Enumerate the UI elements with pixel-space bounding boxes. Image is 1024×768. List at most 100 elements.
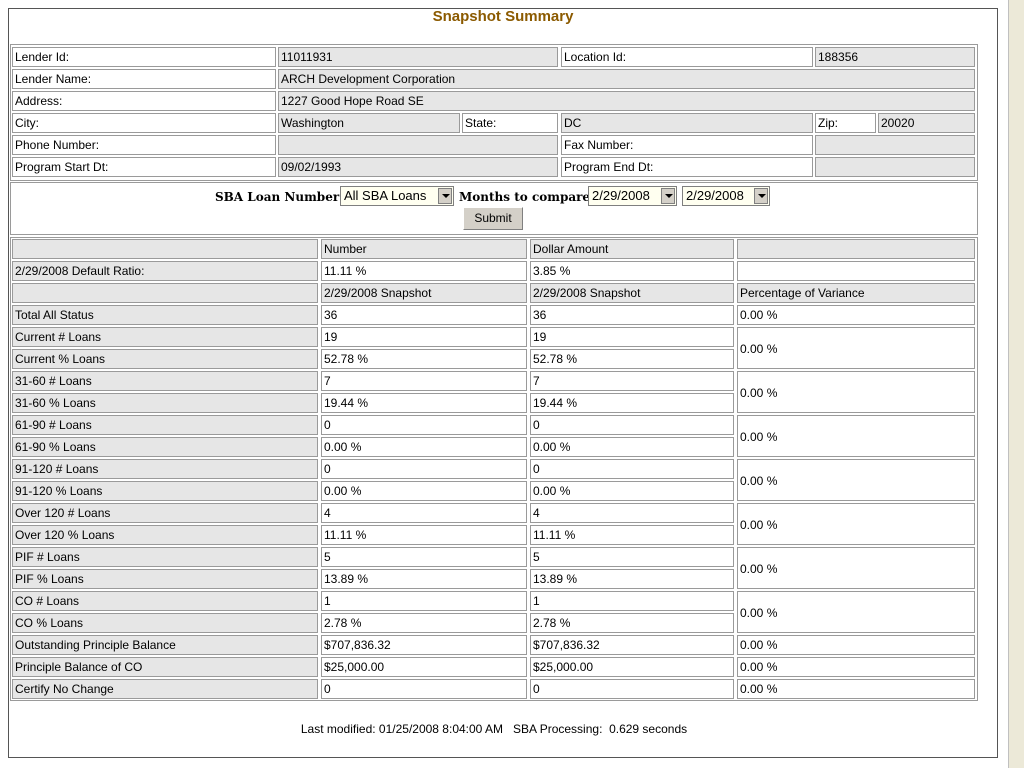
field-value: 1227 Good Hope Road SE bbox=[278, 91, 975, 111]
cell-value: 52.78 % bbox=[530, 349, 734, 369]
cell-value: 2.78 % bbox=[321, 613, 527, 633]
field-label: City: bbox=[12, 113, 276, 133]
cell-value: 0.00 % bbox=[530, 437, 734, 457]
row-label: Over 120 % Loans bbox=[12, 525, 318, 545]
row-label: Outstanding Principle Balance bbox=[12, 635, 318, 655]
cell-value: $707,836.32 bbox=[530, 635, 734, 655]
cell-value: 11.11 % bbox=[321, 261, 527, 281]
submit-button[interactable]: Submit bbox=[463, 207, 523, 230]
field-label: Address: bbox=[12, 91, 276, 111]
cell-value: 0 bbox=[321, 679, 527, 699]
row-label: Total All Status bbox=[12, 305, 318, 325]
cell-value: $25,000.00 bbox=[530, 657, 734, 677]
cell-value: $25,000.00 bbox=[321, 657, 527, 677]
column-header: Dollar Amount bbox=[530, 239, 734, 259]
cell-value: 0.00 % bbox=[530, 481, 734, 501]
scrollbar[interactable] bbox=[1008, 0, 1024, 768]
variance-value: 0.00 % bbox=[737, 327, 975, 369]
row-label: Current % Loans bbox=[12, 349, 318, 369]
cell-value: 3.85 % bbox=[530, 261, 734, 281]
field-value: 09/02/1993 bbox=[278, 157, 558, 177]
field-label: Location Id: bbox=[561, 47, 813, 67]
field-value bbox=[815, 135, 975, 155]
row-label: Principle Balance of CO bbox=[12, 657, 318, 677]
variance-value: 0.00 % bbox=[737, 635, 975, 655]
variance-value: 0.00 % bbox=[737, 415, 975, 457]
row-label: Over 120 # Loans bbox=[12, 503, 318, 523]
cell-value: 0 bbox=[530, 459, 734, 479]
cell-value: 19.44 % bbox=[530, 393, 734, 413]
field-label: Zip: bbox=[815, 113, 876, 133]
field-label: Lender Id: bbox=[12, 47, 276, 67]
cell-value: 7 bbox=[530, 371, 734, 391]
variance-value: 0.00 % bbox=[737, 657, 975, 677]
cell-value: 2.78 % bbox=[530, 613, 734, 633]
filter-form bbox=[10, 182, 978, 235]
cell-value: 36 bbox=[321, 305, 527, 325]
row-label: 61-90 % Loans bbox=[12, 437, 318, 457]
variance-value: 0.00 % bbox=[737, 547, 975, 589]
row-label: 91-120 # Loans bbox=[12, 459, 318, 479]
field-label: Phone Number: bbox=[12, 135, 276, 155]
field-value: Washington bbox=[278, 113, 460, 133]
month-from-select[interactable]: 2/29/2008 bbox=[588, 186, 677, 206]
column-header: 2/29/2008 Snapshot bbox=[530, 283, 734, 303]
variance-value: 0.00 % bbox=[737, 503, 975, 545]
column-header: Percentage of Variance bbox=[737, 283, 975, 303]
row-label: Certify No Change bbox=[12, 679, 318, 699]
month-to-select[interactable]: 2/29/2008 bbox=[682, 186, 770, 206]
cell-value: $707,836.32 bbox=[321, 635, 527, 655]
cell-value: 7 bbox=[321, 371, 527, 391]
column-header: 2/29/2008 Snapshot bbox=[321, 283, 527, 303]
row-label: 31-60 % Loans bbox=[12, 393, 318, 413]
loan-select-value: All SBA Loans bbox=[344, 188, 427, 203]
cell-value: 0 bbox=[321, 459, 527, 479]
month-from-value: 2/29/2008 bbox=[592, 188, 650, 203]
cell-value: 19.44 % bbox=[321, 393, 527, 413]
field-value bbox=[278, 135, 558, 155]
cell-value: 5 bbox=[530, 547, 734, 567]
month-to-value: 2/29/2008 bbox=[686, 188, 744, 203]
row-label: PIF # Loans bbox=[12, 547, 318, 567]
cell-value: 0.00 % bbox=[321, 437, 527, 457]
field-value: DC bbox=[561, 113, 813, 133]
cell-value: 1 bbox=[321, 591, 527, 611]
cell-value: 1 bbox=[530, 591, 734, 611]
cell-value: 0 bbox=[530, 415, 734, 435]
cell-value: 52.78 % bbox=[321, 349, 527, 369]
cell-value: 19 bbox=[321, 327, 527, 347]
variance-value: 0.00 % bbox=[737, 459, 975, 501]
row-label: CO % Loans bbox=[12, 613, 318, 633]
cell-value bbox=[737, 261, 975, 281]
field-value: 20020 bbox=[878, 113, 975, 133]
variance-value: 0.00 % bbox=[737, 591, 975, 633]
field-value: 188356 bbox=[815, 47, 975, 67]
cell-value: 4 bbox=[321, 503, 527, 523]
row-label: Current # Loans bbox=[12, 327, 318, 347]
cell-value: 5 bbox=[321, 547, 527, 567]
column-header: Number bbox=[321, 239, 527, 259]
row-label: 91-120 % Loans bbox=[12, 481, 318, 501]
row-label: 2/29/2008 Default Ratio: bbox=[12, 261, 318, 281]
variance-value: 0.00 % bbox=[737, 305, 975, 325]
cell-value: 0.00 % bbox=[321, 481, 527, 501]
footer: Last modified: 01/25/2008 8:04:00 AM SBA… bbox=[300, 722, 688, 736]
snapshot-table bbox=[10, 237, 978, 701]
cell-value: 0 bbox=[321, 415, 527, 435]
field-value: 11011931 bbox=[278, 47, 558, 67]
cell-value: 19 bbox=[530, 327, 734, 347]
cell-value: 11.11 % bbox=[321, 525, 527, 545]
header-cell bbox=[12, 283, 318, 303]
row-label: 61-90 # Loans bbox=[12, 415, 318, 435]
page-title: Snapshot Summary bbox=[432, 8, 574, 25]
field-value bbox=[815, 157, 975, 177]
field-label: Fax Number: bbox=[561, 135, 813, 155]
cell-value: 36 bbox=[530, 305, 734, 325]
row-label: CO # Loans bbox=[12, 591, 318, 611]
loan-select[interactable]: All SBA Loans bbox=[340, 186, 454, 206]
cell-value: 13.89 % bbox=[321, 569, 527, 589]
field-value: ARCH Development Corporation bbox=[278, 69, 975, 89]
cell-value: 13.89 % bbox=[530, 569, 734, 589]
loan-label: SBA Loan Number: bbox=[215, 190, 344, 204]
